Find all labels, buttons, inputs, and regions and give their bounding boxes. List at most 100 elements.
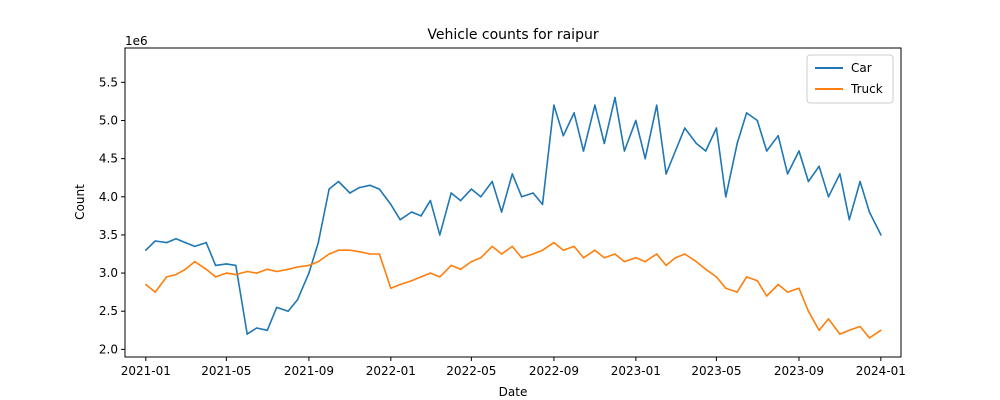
data-point-truck-14 [287, 268, 289, 271]
data-point-truck-5 [194, 260, 196, 263]
data-point-truck-45 [603, 257, 606, 259]
data-point-truck-23 [378, 253, 381, 255]
data-point-car-72 [880, 234, 882, 236]
data-point-car-35 [500, 211, 503, 213]
series-layer [145, 96, 882, 339]
data-point-car-62 [777, 134, 779, 137]
data-point-truck-38 [532, 253, 534, 255]
data-point-car-71 [868, 211, 871, 213]
data-point-car-17 [317, 241, 320, 244]
data-point-car-11 [255, 327, 258, 329]
data-point-truck-67 [827, 318, 830, 320]
data-point-car-5 [194, 245, 196, 248]
data-point-car-25 [399, 218, 402, 221]
data-point-car-23 [378, 188, 381, 190]
data-point-truck-37 [520, 257, 523, 259]
data-point-truck-64 [798, 287, 800, 290]
data-point-truck-3 [175, 273, 177, 276]
x-tick-label: 2021-09 [284, 364, 334, 378]
data-point-car-41 [562, 134, 565, 137]
data-point-car-63 [786, 173, 789, 175]
data-point-car-47 [623, 150, 626, 152]
data-point-truck-10 [246, 270, 248, 273]
data-point-truck-12 [266, 268, 269, 271]
data-point-car-3 [175, 237, 177, 240]
data-point-car-67 [827, 196, 830, 198]
data-point-truck-48 [635, 257, 637, 259]
data-point-car-21 [358, 186, 361, 189]
data-point-car-10 [246, 333, 248, 335]
y-tick-label: 5.0 [99, 113, 118, 127]
data-point-truck-72 [880, 329, 882, 332]
data-point-truck-20 [349, 249, 351, 251]
data-point-car-27 [420, 215, 422, 217]
data-point-truck-28 [429, 272, 432, 274]
data-point-truck-62 [777, 283, 779, 286]
data-point-truck-7 [214, 276, 217, 278]
data-point-truck-69 [848, 329, 851, 332]
data-point-truck-26 [410, 279, 413, 282]
data-point-car-54 [695, 142, 698, 145]
data-point-car-53 [684, 127, 686, 129]
data-point-truck-50 [655, 253, 658, 255]
data-point-car-50 [655, 104, 658, 106]
y-axis-label: Count [73, 184, 87, 220]
data-point-car-14 [287, 310, 289, 313]
data-point-truck-17 [317, 260, 320, 263]
data-point-truck-40 [553, 241, 555, 244]
data-point-car-64 [798, 150, 800, 152]
data-point-car-9 [235, 264, 237, 267]
data-point-truck-54 [695, 260, 698, 263]
data-point-truck-27 [420, 276, 422, 278]
data-point-car-36 [511, 173, 514, 175]
data-point-truck-22 [369, 253, 371, 255]
data-point-car-30 [450, 192, 453, 194]
data-point-car-18 [328, 188, 330, 190]
data-point-truck-61 [765, 295, 768, 297]
data-point-truck-21 [358, 250, 361, 253]
data-point-truck-42 [573, 245, 575, 248]
data-point-car-57 [725, 196, 727, 198]
data-point-car-2 [165, 241, 168, 244]
data-point-truck-18 [328, 253, 330, 255]
data-point-car-0 [145, 249, 147, 251]
data-point-truck-39 [541, 249, 544, 251]
data-point-car-28 [429, 199, 432, 202]
data-point-truck-58 [736, 291, 738, 293]
data-point-car-68 [839, 173, 841, 175]
data-point-truck-55 [704, 268, 707, 271]
data-point-truck-36 [511, 245, 514, 248]
data-point-truck-68 [839, 333, 841, 335]
data-point-truck-33 [480, 257, 482, 259]
data-point-truck-8 [225, 272, 228, 274]
y-tick-label: 2.5 [99, 304, 118, 318]
data-point-car-1 [154, 240, 156, 242]
data-point-car-40 [553, 104, 555, 106]
data-point-car-51 [665, 173, 667, 175]
data-point-truck-52 [674, 257, 677, 259]
data-point-truck-19 [337, 249, 340, 251]
data-point-truck-46 [614, 253, 616, 255]
data-point-car-32 [470, 188, 473, 190]
y-tick-label: 4.0 [99, 190, 118, 204]
data-point-truck-41 [562, 249, 565, 251]
data-point-truck-4 [184, 268, 187, 271]
data-point-car-13 [275, 306, 278, 309]
data-point-car-49 [644, 157, 646, 160]
chart-title: Vehicle counts for raipur [427, 27, 598, 43]
data-point-car-69 [848, 218, 851, 221]
x-tick-label: 2022-01 [366, 364, 416, 378]
plot-area-frame [124, 47, 902, 358]
data-point-truck-15 [296, 266, 299, 268]
data-point-truck-1 [154, 291, 156, 293]
data-point-car-48 [635, 119, 637, 122]
data-point-truck-30 [450, 264, 453, 267]
legend-label-truck: Truck [850, 82, 883, 96]
data-point-truck-57 [725, 287, 727, 290]
data-point-truck-0 [145, 283, 147, 286]
data-point-car-22 [369, 184, 371, 187]
x-tick-label: 2024-01 [856, 364, 906, 378]
data-point-truck-63 [786, 291, 789, 293]
data-point-truck-47 [623, 260, 626, 263]
x-axis-label: Date [499, 385, 528, 399]
